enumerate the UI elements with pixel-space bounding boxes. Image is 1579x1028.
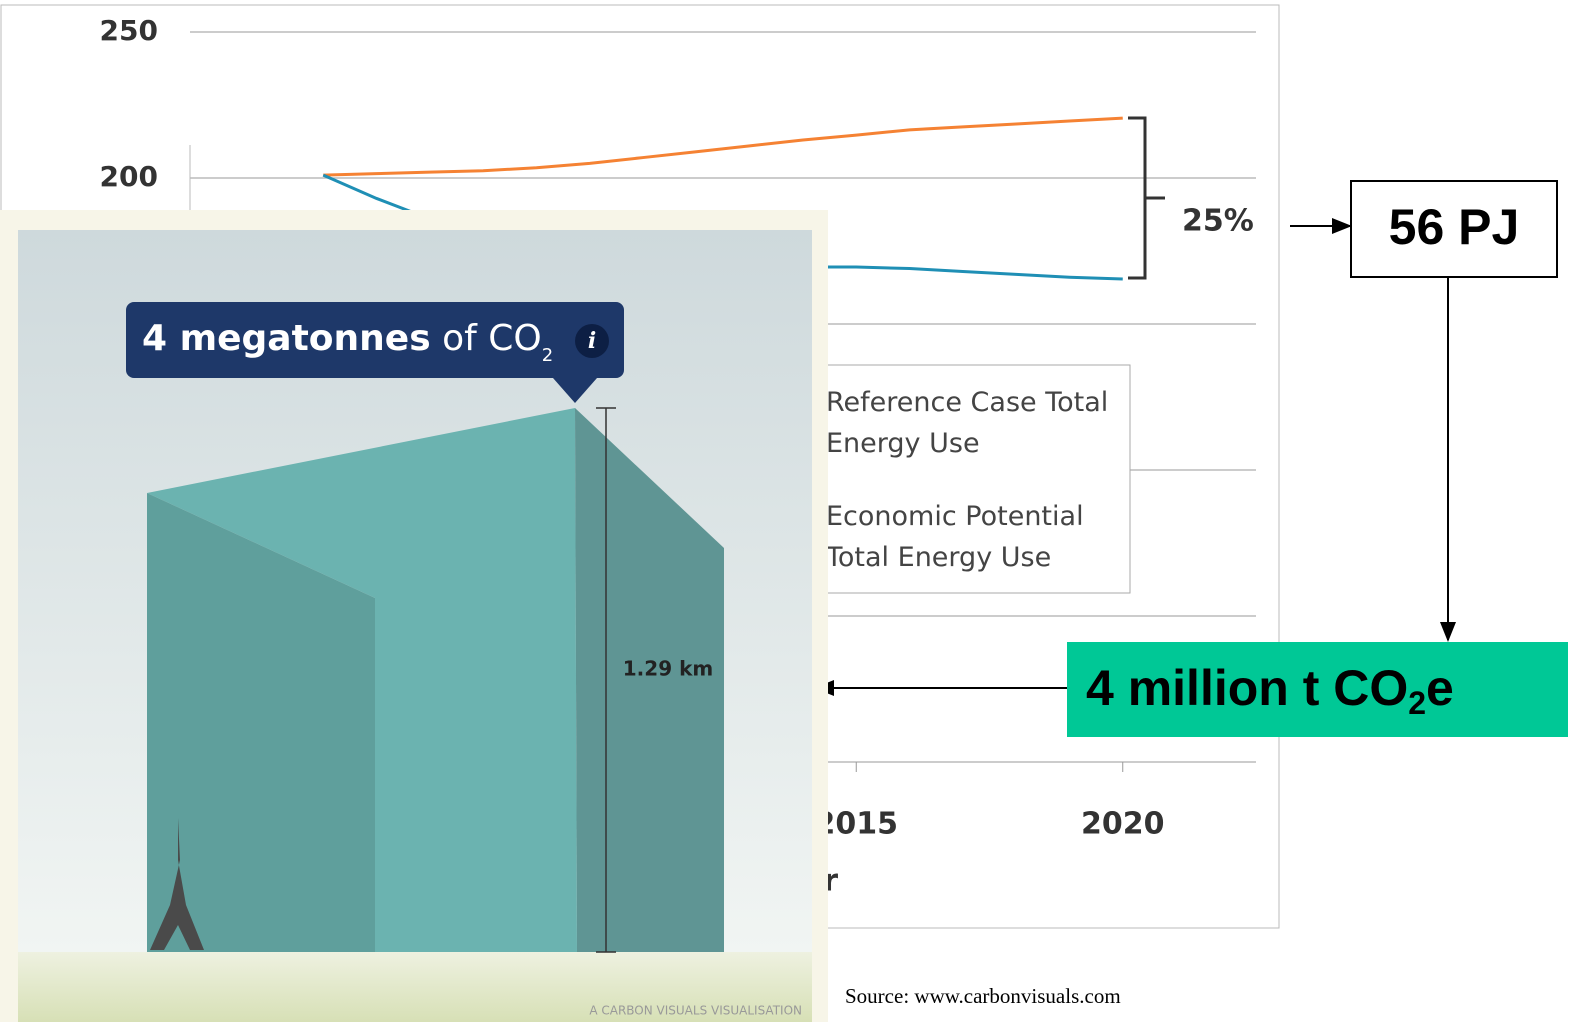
y-tick-label: 250 [100, 14, 158, 47]
energy-label: 56 PJ [1389, 199, 1520, 255]
emissions-end: e [1426, 660, 1454, 716]
info-icon [575, 324, 609, 358]
info-icon-label: i [588, 328, 596, 354]
callout-sub: 2 [542, 345, 553, 366]
height-rule [596, 407, 616, 953]
height-label: 1.29 km [623, 657, 713, 681]
legend-label-line: Total Energy Use [825, 542, 1051, 573]
y-tick-label: 200 [100, 160, 158, 193]
series-line [323, 116, 1123, 177]
ground [18, 952, 812, 1022]
emissions-box [1067, 642, 1568, 737]
emissions-sub: 2 [1408, 685, 1426, 721]
volume-right [575, 408, 724, 952]
credit: A CARBON VISUALS VISUALISATION [589, 1004, 802, 1018]
gap-label: 25% [1182, 204, 1254, 239]
volume-side [147, 493, 375, 952]
legend-label: Economic Potential Total Energy Use [825, 501, 1084, 573]
emissions-main: 4 million t CO [1086, 660, 1408, 716]
x-tick-label: 2015 [815, 807, 899, 842]
source: Source: www.carbonvisuals.com [845, 984, 1121, 1008]
infographic: 1.29 km 4 megatonnes of CO2 i A CARBON V… [0, 210, 828, 1022]
callout [126, 302, 624, 378]
legend-label-line: Energy Use [826, 428, 980, 459]
callout-bold: 4 megatonnes [142, 318, 431, 359]
callout-text: 4 megatonnes of CO2 [142, 318, 553, 366]
legend-label: Reference Case Total Energy Use [826, 387, 1108, 459]
callout-rest: of CO [431, 318, 542, 359]
eiffel-tower [150, 818, 204, 950]
volume-front [147, 408, 577, 952]
bracket [1128, 116, 1165, 280]
legend-label-line: Reference Case Total [826, 387, 1108, 418]
callout-pointer [553, 378, 597, 403]
x-tick-label: 2020 [1081, 807, 1165, 842]
legend-label-line: Economic Potential [826, 501, 1084, 532]
emissions-label: 4 million t CO2e [1086, 660, 1454, 721]
energy-box [1350, 180, 1558, 278]
